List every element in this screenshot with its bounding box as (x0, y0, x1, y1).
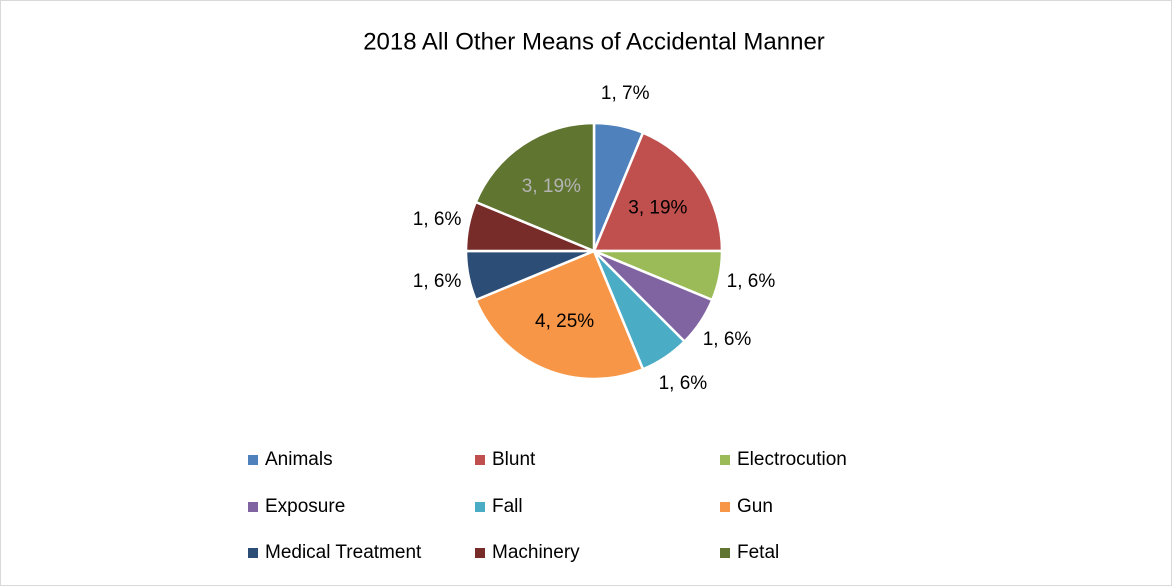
data-label: 1, 6% (413, 271, 462, 292)
legend-swatch (475, 502, 485, 512)
data-label: 1, 7% (601, 83, 650, 104)
data-label: 3, 19% (522, 176, 581, 197)
data-label: 1, 6% (727, 271, 776, 292)
legend-swatch (720, 455, 730, 465)
legend-swatch (248, 455, 258, 465)
legend-swatch (720, 502, 730, 512)
legend-swatch (475, 455, 485, 465)
legend-swatch (248, 502, 258, 512)
legend-label: Electrocution (737, 449, 847, 470)
legend-label: Fall (492, 496, 523, 517)
chart-title: 2018 All Other Means of Accidental Manne… (363, 28, 825, 55)
data-label: 1, 6% (659, 373, 708, 394)
pie-slice (592, 131, 724, 253)
legend-swatch (720, 548, 730, 558)
legend-label: Medical Treatment (265, 542, 422, 563)
legend-swatch (248, 548, 258, 558)
legend-label: Gun (737, 496, 773, 517)
data-label: 4, 25% (535, 311, 594, 332)
data-label: 1, 6% (413, 209, 462, 230)
legend-label: Blunt (492, 449, 536, 470)
legend-label: Fetal (737, 542, 779, 563)
data-label: 3, 19% (628, 197, 687, 218)
pie-slice (474, 121, 596, 253)
data-label: 1, 6% (703, 329, 752, 350)
legend-label: Animals (265, 449, 333, 470)
legend-label: Machinery (492, 542, 580, 563)
legend-label: Exposure (265, 496, 345, 517)
legend-swatch (475, 548, 485, 558)
